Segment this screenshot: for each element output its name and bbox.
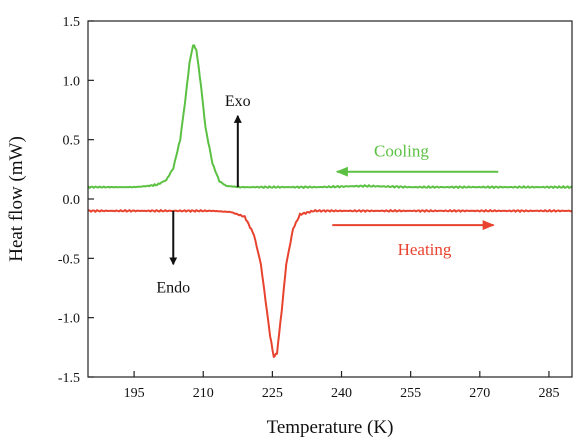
cooling-label: Cooling bbox=[374, 141, 429, 160]
x-tick-label: 240 bbox=[331, 386, 352, 401]
annotations bbox=[169, 114, 499, 266]
y-tick-label: 0.0 bbox=[63, 193, 81, 208]
x-axis-title: Temperature (K) bbox=[267, 417, 394, 438]
plot-frame bbox=[87, 20, 573, 378]
endo-label: Endo bbox=[156, 279, 190, 296]
x-tick-label: 195 bbox=[124, 386, 145, 401]
y-tick-label: 1.0 bbox=[63, 74, 81, 89]
y-axis-title: Heat flow (mW) bbox=[6, 136, 27, 262]
y-tick-label: 0.5 bbox=[63, 134, 81, 149]
x-tick-label: 225 bbox=[262, 386, 283, 401]
series-lines bbox=[87, 44, 573, 358]
x-tick-label: 210 bbox=[193, 386, 214, 401]
x-tick-label: 255 bbox=[400, 386, 421, 401]
x-axis-ticks: 195 210 225 240 255 270 285 bbox=[124, 371, 559, 401]
x-tick-label: 285 bbox=[538, 386, 559, 401]
series-line-cooling bbox=[87, 44, 573, 189]
y-tick-label: -1.5 bbox=[58, 371, 80, 386]
exo-label: Exo bbox=[225, 93, 251, 110]
y-tick-label: 1.5 bbox=[63, 15, 81, 30]
heating-label: Heating bbox=[398, 240, 452, 259]
y-tick-label: -1.0 bbox=[58, 312, 80, 327]
y-tick-label: -0.5 bbox=[58, 252, 80, 267]
series-line-heating bbox=[87, 209, 573, 358]
x-tick-label: 270 bbox=[469, 386, 490, 401]
y-axis-ticks: -1.5 -1.0 -0.5 0.0 0.5 1.0 1.5 bbox=[58, 15, 94, 386]
